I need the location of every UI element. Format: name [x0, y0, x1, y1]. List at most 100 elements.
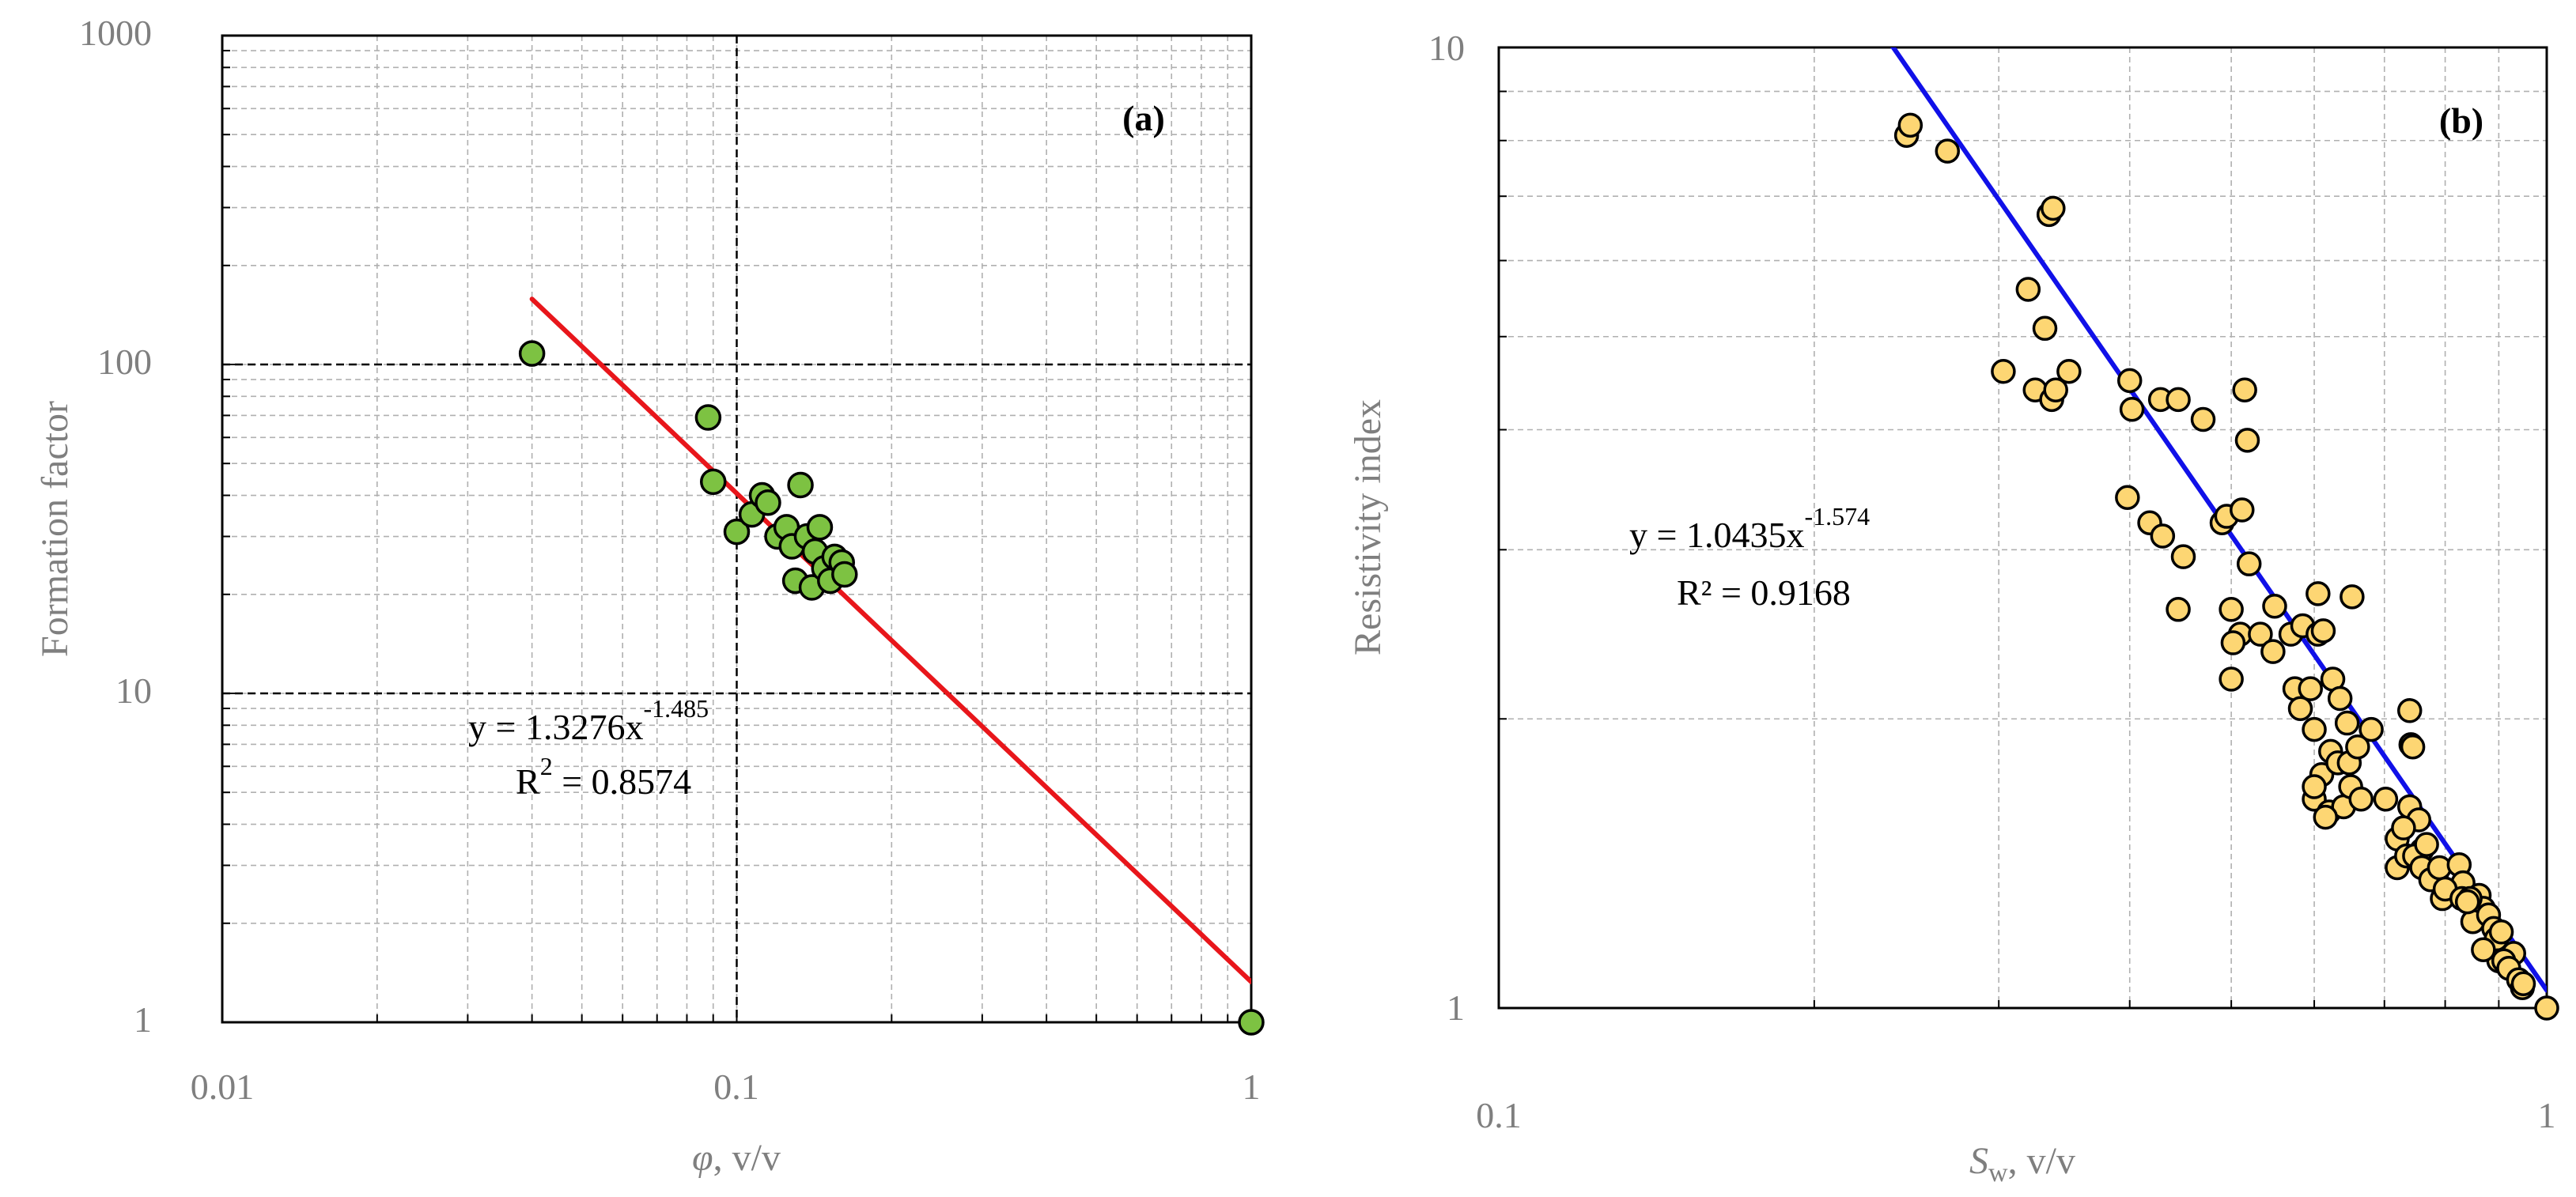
chart-b-data-point — [2310, 618, 2336, 644]
chart-b-ytick-10: 10 — [1428, 28, 1465, 68]
chart-b-data-point — [2327, 685, 2353, 712]
chart-a: 1000 100 10 1 0.01 0.1 1 Formation facto… — [34, 13, 1265, 1179]
chart-a-equation-exponent: -1.485 — [643, 694, 709, 723]
chart-a-ytick-100: 100 — [97, 342, 152, 382]
chart-a-data-point — [1238, 1009, 1265, 1036]
chart-b-data-point — [2219, 666, 2244, 692]
chart-a-xlabel: φ, v/v — [692, 1137, 781, 1179]
chart-b-data-point — [1897, 112, 1923, 138]
chart-b-grid — [1499, 47, 2547, 1008]
chart-b-data-point — [2115, 485, 2140, 511]
chart-b-equation-base: y = 1.0435x — [1629, 515, 1804, 555]
chart-b-data-point — [2340, 584, 2365, 610]
chart-b-data-point — [2234, 428, 2260, 453]
chart-b-data-point — [2041, 195, 2066, 221]
chart-b-data-point — [2396, 698, 2423, 723]
chart-b-panel-label: (b) — [2439, 100, 2483, 141]
chart-a-xtick-1: 1 — [1243, 1067, 1261, 1107]
chart-b-data-point — [2454, 889, 2480, 915]
chart-a-data-point — [699, 468, 727, 496]
chart-b-data-point — [2220, 630, 2246, 655]
chart-a-ytick-1000: 1000 — [79, 13, 152, 53]
chart-b-data-point — [2414, 832, 2439, 857]
chart-b-xlabel-subscript: w — [1988, 1158, 2008, 1188]
chart-a-points — [518, 340, 1265, 1036]
chart-b-data-point — [2166, 597, 2191, 622]
chart-b-data-point — [2190, 406, 2216, 432]
chart-b-data-point — [2170, 544, 2196, 569]
chart-b-data-point — [2391, 815, 2416, 840]
chart-b-xlabel-units: , v/v — [2008, 1140, 2075, 1182]
chart-a-ylabel: Formation factor — [34, 401, 76, 657]
chart-a-r2: R2 = 0.8574 — [516, 752, 691, 802]
chart-b-data-point — [2248, 621, 2273, 647]
chart-a-data-point — [723, 518, 751, 546]
chart-b-data-point — [2358, 716, 2384, 742]
chart-a-data-point — [694, 404, 722, 431]
chart-a-fit-line — [529, 296, 1251, 984]
chart-b-data-point — [2150, 523, 2176, 549]
chart-b-plot-frame — [1497, 46, 2548, 1010]
chart-a-data-point — [787, 471, 814, 499]
chart-b-data-point — [2043, 377, 2068, 402]
chart-a-equation-base: y = 1.3276x — [468, 707, 643, 747]
chart-b-ytick-1: 1 — [1447, 987, 1465, 1028]
chart-b-data-point — [2236, 551, 2262, 576]
chart-b-data-point — [2373, 787, 2399, 812]
chart-a-panel-label: (a) — [1122, 98, 1165, 138]
chart-b-equation: y = 1.0435x-1.574 — [1629, 502, 1870, 555]
chart-b-data-point — [2219, 597, 2244, 622]
chart-b-data-point — [2287, 696, 2313, 721]
chart-b-data-point — [2400, 734, 2426, 760]
chart-b-data-point — [2230, 497, 2255, 523]
chart-b: 10 1 0.1 1 Resistivity index Sw, v/v (b)… — [1347, 28, 2559, 1188]
chart-b-xlabel-symbol: S — [1969, 1140, 1988, 1182]
chart-b-points — [1893, 112, 2559, 1021]
chart-b-data-point — [2534, 995, 2559, 1021]
chart-a-ytick-1: 1 — [134, 999, 152, 1040]
chart-a-axis-ticks — [222, 50, 1229, 1022]
chart-b-data-point — [1935, 138, 1961, 164]
chart-b-data-point — [2510, 971, 2536, 997]
chart-b-data-point — [2032, 315, 2058, 342]
chart-b-xlabel: Sw, v/v — [1969, 1140, 2075, 1188]
chart-b-equation-exponent: -1.574 — [1804, 502, 1870, 531]
chart-a-r2-value: = 0.8574 — [553, 761, 691, 802]
chart-b-data-point — [2116, 368, 2143, 394]
chart-b-data-point — [2302, 716, 2327, 742]
chart-a-xlabel-units: , v/v — [713, 1137, 781, 1179]
chart-a-xlabel-symbol: φ — [692, 1137, 713, 1179]
chart-a-data-point — [831, 561, 858, 588]
chart-b-ylabel: Resistivity index — [1347, 399, 1389, 655]
chart-a-equation: y = 1.3276x-1.485 — [468, 694, 709, 747]
chart-b-data-point — [2302, 774, 2327, 799]
chart-a-r2-symbol: R — [516, 761, 540, 802]
chart-b-data-point — [2306, 581, 2331, 606]
chart-b-data-point — [2232, 377, 2257, 402]
chart-b-data-point — [2260, 639, 2286, 664]
chart-b-data-point — [2471, 937, 2496, 963]
chart-b-data-point — [2345, 734, 2370, 760]
chart-b-data-point — [2166, 387, 2191, 413]
chart-b-data-point — [2488, 919, 2514, 945]
chart-b-data-point — [2348, 787, 2374, 812]
chart-b-xtick-0.1: 0.1 — [1476, 1095, 1522, 1135]
chart-a-data-point — [518, 340, 546, 367]
chart-b-data-point — [2262, 594, 2287, 619]
chart-b-data-point — [1991, 358, 2016, 384]
chart-b-axis-ticks — [1499, 90, 2500, 1008]
chart-b-data-point — [2119, 397, 2145, 422]
chart-a-data-point — [755, 489, 781, 516]
chart-a-xtick-0.01: 0.01 — [191, 1067, 255, 1107]
chart-b-data-point — [2015, 277, 2041, 302]
chart-a-ytick-10: 10 — [115, 670, 152, 711]
chart-b-data-point — [2313, 804, 2339, 830]
chart-b-xtick-1: 1 — [2538, 1095, 2556, 1135]
chart-b-data-point — [2056, 358, 2082, 384]
chart-a-xtick-0.1: 0.1 — [713, 1067, 759, 1107]
chart-b-data-point — [2334, 710, 2360, 736]
chart-a-data-point — [806, 514, 834, 541]
chart-a-r2-sup: 2 — [540, 752, 553, 780]
